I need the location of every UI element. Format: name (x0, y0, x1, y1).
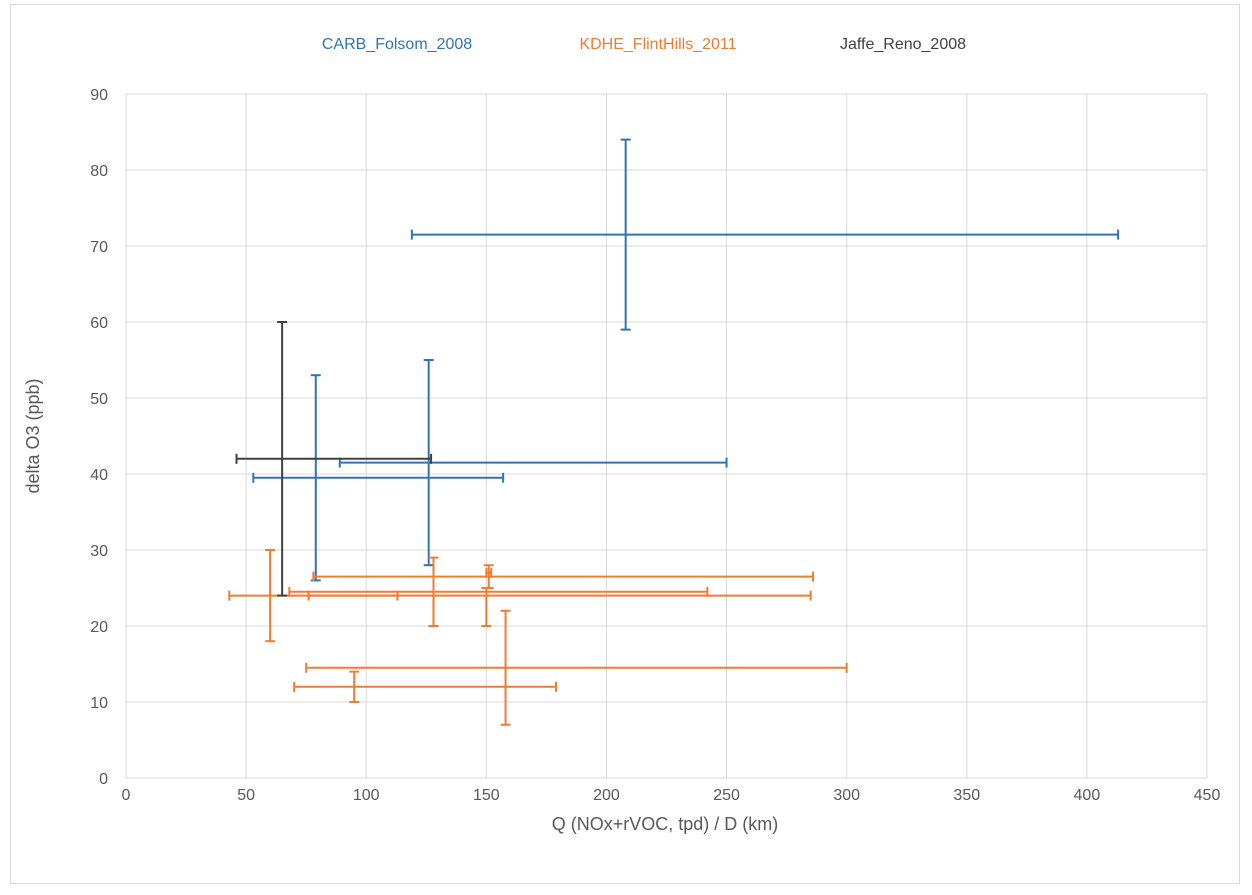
x-tick-label: 400 (1074, 787, 1101, 804)
tick-layer: 0 50 100 150 200 250 300 350 400 450 0 10 20 30 40 50 60… (90, 87, 1220, 804)
error-bar-point (288, 586, 709, 627)
legend-item-CARB_Folsom_2008: CARB_Folsom_2008 (322, 36, 472, 53)
error-bar-point (235, 321, 433, 597)
x-tick-label: 50 (237, 787, 255, 804)
error-bar-point (338, 359, 728, 567)
x-tick-label: 450 (1194, 787, 1221, 804)
y-tick-label: 60 (90, 315, 108, 332)
y-tick-label: 90 (90, 87, 108, 104)
x-tick-label: 350 (953, 787, 980, 804)
y-tick-label: 30 (90, 543, 108, 560)
series-Jaffe_Reno_2008 (235, 321, 433, 597)
error-bar-point (307, 590, 399, 601)
error-bar-point (252, 374, 505, 582)
series-KDHE_FlintHills_2011 (228, 549, 848, 726)
x-axis-title: Q (NOx+rVOC, tpd) / D (km) (552, 814, 779, 834)
legend-item-Jaffe_Reno_2008: Jaffe_Reno_2008 (840, 36, 966, 53)
error-bar-point (293, 670, 557, 703)
error-bar-point (410, 138, 1120, 331)
legend: CARB_Folsom_2008 KDHE_FlintHills_2011 Jaff… (322, 36, 966, 53)
grid-layer (125, 93, 1208, 779)
series-CARB_Folsom_2008 (252, 138, 1120, 582)
x-tick-label: 150 (473, 787, 500, 804)
y-axis-title: delta O3 (ppb) (23, 378, 43, 493)
y-tick-label: 20 (90, 619, 108, 636)
x-tick-label: 300 (833, 787, 860, 804)
error-bar-point (483, 564, 494, 589)
legend-item-KDHE_FlintHills_2011: KDHE_FlintHills_2011 (579, 36, 736, 53)
x-tick-label: 100 (353, 787, 380, 804)
x-tick-label: 200 (593, 787, 620, 804)
x-tick-label: 0 (122, 787, 131, 804)
x-tick-label: 250 (713, 787, 740, 804)
y-tick-label: 10 (90, 695, 108, 712)
y-tick-label: 40 (90, 467, 108, 484)
y-tick-label: 0 (99, 771, 108, 788)
y-tick-label: 80 (90, 163, 108, 180)
y-tick-label: 70 (90, 239, 108, 256)
y-tick-label: 50 (90, 391, 108, 408)
series-layer (228, 138, 1120, 726)
error-bar-point (305, 609, 848, 726)
